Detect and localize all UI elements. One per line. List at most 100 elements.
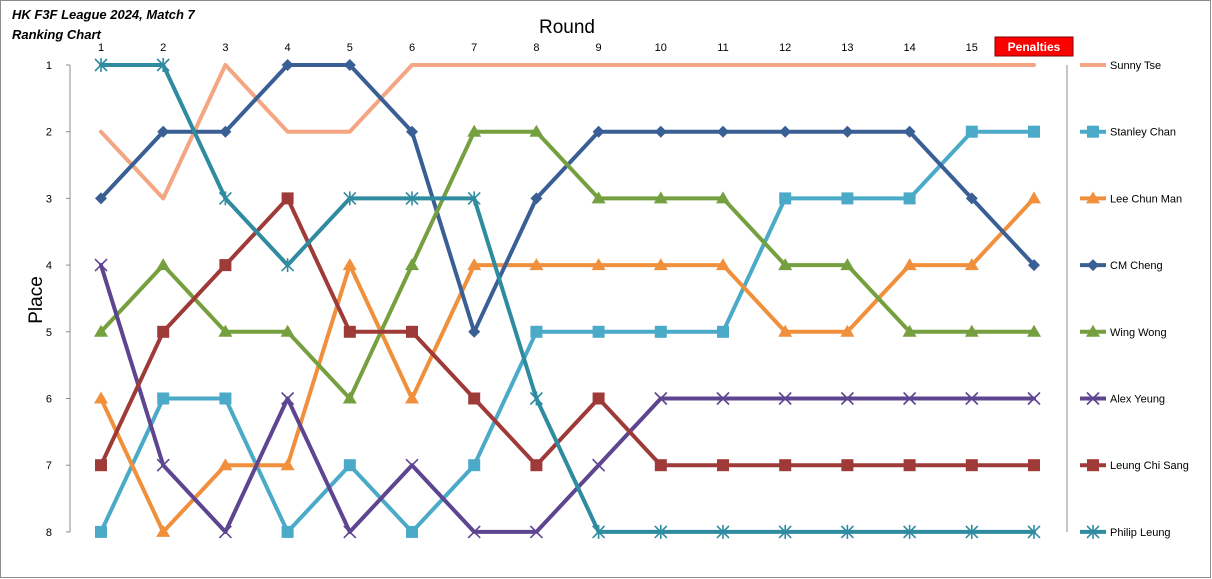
legend-marker-philip-leung [1086,524,1100,539]
legend-item-alex-yeung: Alex Yeung [1080,391,1165,406]
data-point-cm-cheng [281,59,294,71]
data-point-leung-chi-sang [530,459,543,472]
data-point-philip-leung [592,524,606,539]
data-point-stanley-chan [717,325,729,338]
data-point-philip-leung [343,191,357,206]
data-point-stanley-chan [1028,125,1040,138]
data-point-wing-wong [218,324,233,337]
x-tick-label: 10 [655,42,667,54]
data-point-cm-cheng [592,125,605,138]
data-point-leung-chi-sang [779,459,792,472]
data-point-alex-yeung [840,391,854,406]
data-point-wing-wong [529,124,544,137]
x-tick-label: 15 [966,42,978,54]
data-point-leung-chi-sang [95,459,107,472]
data-point-cm-cheng [157,125,170,138]
chart-subtitle: Ranking Chart [12,27,102,42]
data-point-lee-chun-man [840,324,855,337]
y-tick-label: 7 [46,460,52,472]
data-point-stanley-chan [592,325,605,338]
data-point-wing-wong [1027,324,1041,337]
data-point-alex-yeung [654,391,668,406]
x-axis-title: Round [539,17,595,38]
data-point-leung-chi-sang [903,459,916,472]
data-point-stanley-chan [903,192,916,205]
data-point-lee-chun-man [405,391,419,404]
data-point-stanley-chan [530,325,543,338]
chart-title: HK F3F League 2024, Match 7 [12,7,196,22]
data-point-lee-chun-man [156,524,171,537]
data-point-lee-chun-man [342,258,357,271]
y-tick-label: 5 [46,327,52,339]
legend-label-leung-chi-sang: Leung Chi Sang [1110,460,1189,472]
data-point-philip-leung [94,58,108,72]
legend-marker-cm-cheng [1087,259,1099,272]
legend-label-alex-yeung: Alex Yeung [1110,394,1165,406]
data-point-lee-chun-man [964,258,979,271]
data-point-wing-wong [653,191,668,204]
data-point-wing-wong [778,258,793,271]
data-point-stanley-chan [468,459,481,472]
data-point-stanley-chan [965,125,978,138]
y-tick-label: 8 [46,527,52,539]
data-point-wing-wong [405,258,419,271]
data-point-philip-leung [529,391,543,406]
data-point-stanley-chan [343,459,356,472]
y-tick-label: 6 [46,394,52,406]
legend-label-cm-cheng: CM Cheng [1110,260,1163,272]
data-point-philip-leung [840,524,854,539]
series-line-wing-wong [99,129,1036,401]
data-point-cm-cheng [717,125,729,138]
data-point-leung-chi-sang [1028,459,1040,472]
legend-label-philip-leung: Philip Leung [1110,527,1171,539]
data-point-leung-chi-sang [654,459,667,472]
data-point-alex-yeung [467,525,481,539]
data-point-alex-yeung [343,525,357,539]
x-tick-label: 6 [409,42,415,54]
data-point-stanley-chan [654,325,667,338]
legend-label-wing-wong: Wing Wong [1110,327,1167,339]
x-tick-label: 7 [471,42,477,54]
x-tick-label: 4 [285,42,291,54]
data-point-philip-leung [903,524,917,539]
data-point-alex-yeung [965,391,979,406]
x-tick-label: 5 [347,42,353,54]
data-point-leung-chi-sang [965,459,978,472]
penalties-badge [994,36,1074,57]
data-point-philip-leung [218,191,232,206]
data-point-philip-leung [467,191,481,206]
data-point-cm-cheng [1028,259,1040,272]
data-point-wing-wong [716,191,730,204]
data-point-philip-leung [965,524,979,539]
x-tick-label: 11 [717,42,728,54]
data-point-cm-cheng [406,125,418,138]
data-point-stanley-chan [779,192,792,205]
data-point-wing-wong [94,324,108,337]
data-point-leung-chi-sang [281,192,294,205]
data-point-cm-cheng [343,59,356,71]
data-point-wing-wong [902,324,917,337]
data-point-alex-yeung [218,525,232,539]
data-point-wing-wong [840,258,855,271]
data-point-cm-cheng [530,192,543,205]
data-point-cm-cheng [468,325,481,338]
y-tick-label: 2 [46,127,52,139]
legend-marker-wing-wong [1086,324,1100,337]
data-point-leung-chi-sang [343,325,356,338]
series-philip-leung [94,58,1041,539]
data-point-stanley-chan [406,525,418,538]
data-point-stanley-chan [281,525,294,538]
data-point-wing-wong [591,191,606,204]
legend-label-stanley-chan: Stanley Chan [1110,127,1176,139]
y-tick-label: 3 [46,193,52,205]
data-point-cm-cheng [219,125,232,138]
legend-item-stanley-chan: Stanley Chan [1080,125,1176,139]
series-wing-wong [94,124,1041,404]
series-line-philip-leung [99,63,1036,534]
data-point-stanley-chan [95,525,107,538]
data-point-alex-yeung [1027,391,1041,406]
data-point-philip-leung [778,524,792,539]
